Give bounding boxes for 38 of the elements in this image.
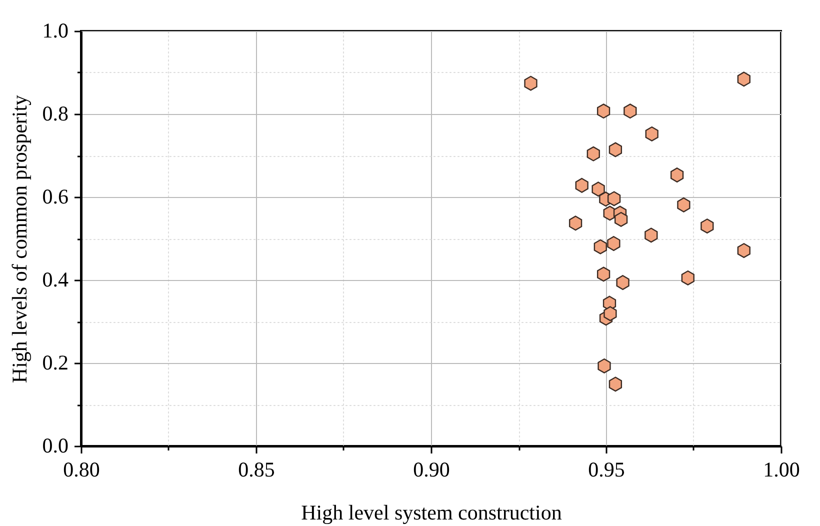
point	[596, 266, 610, 282]
point	[594, 239, 607, 254]
point	[700, 218, 714, 234]
point	[607, 191, 621, 206]
point	[575, 178, 588, 193]
point	[737, 243, 750, 258]
point	[624, 104, 637, 119]
point	[568, 216, 582, 231]
point	[592, 182, 605, 197]
y-tick-label: 0.6	[42, 184, 68, 208]
x-tick-label: 0.95	[588, 458, 625, 482]
y-tick-label: 1.0	[42, 18, 68, 42]
y-tick-label: 0.4	[42, 268, 69, 292]
y-tick-label: 0.2	[42, 350, 68, 374]
x-axis-title: High level system construction	[301, 500, 562, 524]
point	[604, 306, 617, 322]
x-tick-label: 0.80	[63, 458, 100, 482]
x-tick-label: 1.00	[763, 458, 800, 482]
point	[681, 270, 694, 286]
x-tick-label: 0.85	[238, 458, 275, 482]
point	[645, 126, 658, 142]
x-tick-label: 0.90	[413, 458, 450, 482]
point	[598, 358, 611, 374]
point	[608, 376, 622, 392]
point	[677, 197, 690, 212]
point	[586, 146, 600, 162]
y-tick-label: 0.8	[42, 102, 68, 126]
point	[608, 142, 622, 158]
y-axis-title: High levels of common prosperity	[7, 94, 32, 384]
point	[737, 72, 750, 87]
point	[524, 76, 538, 91]
point	[596, 104, 610, 119]
y-tick-label: 0.0	[42, 434, 68, 458]
point	[616, 275, 630, 290]
point	[607, 236, 620, 251]
point	[644, 228, 658, 243]
point	[614, 212, 628, 227]
point	[670, 168, 684, 182]
